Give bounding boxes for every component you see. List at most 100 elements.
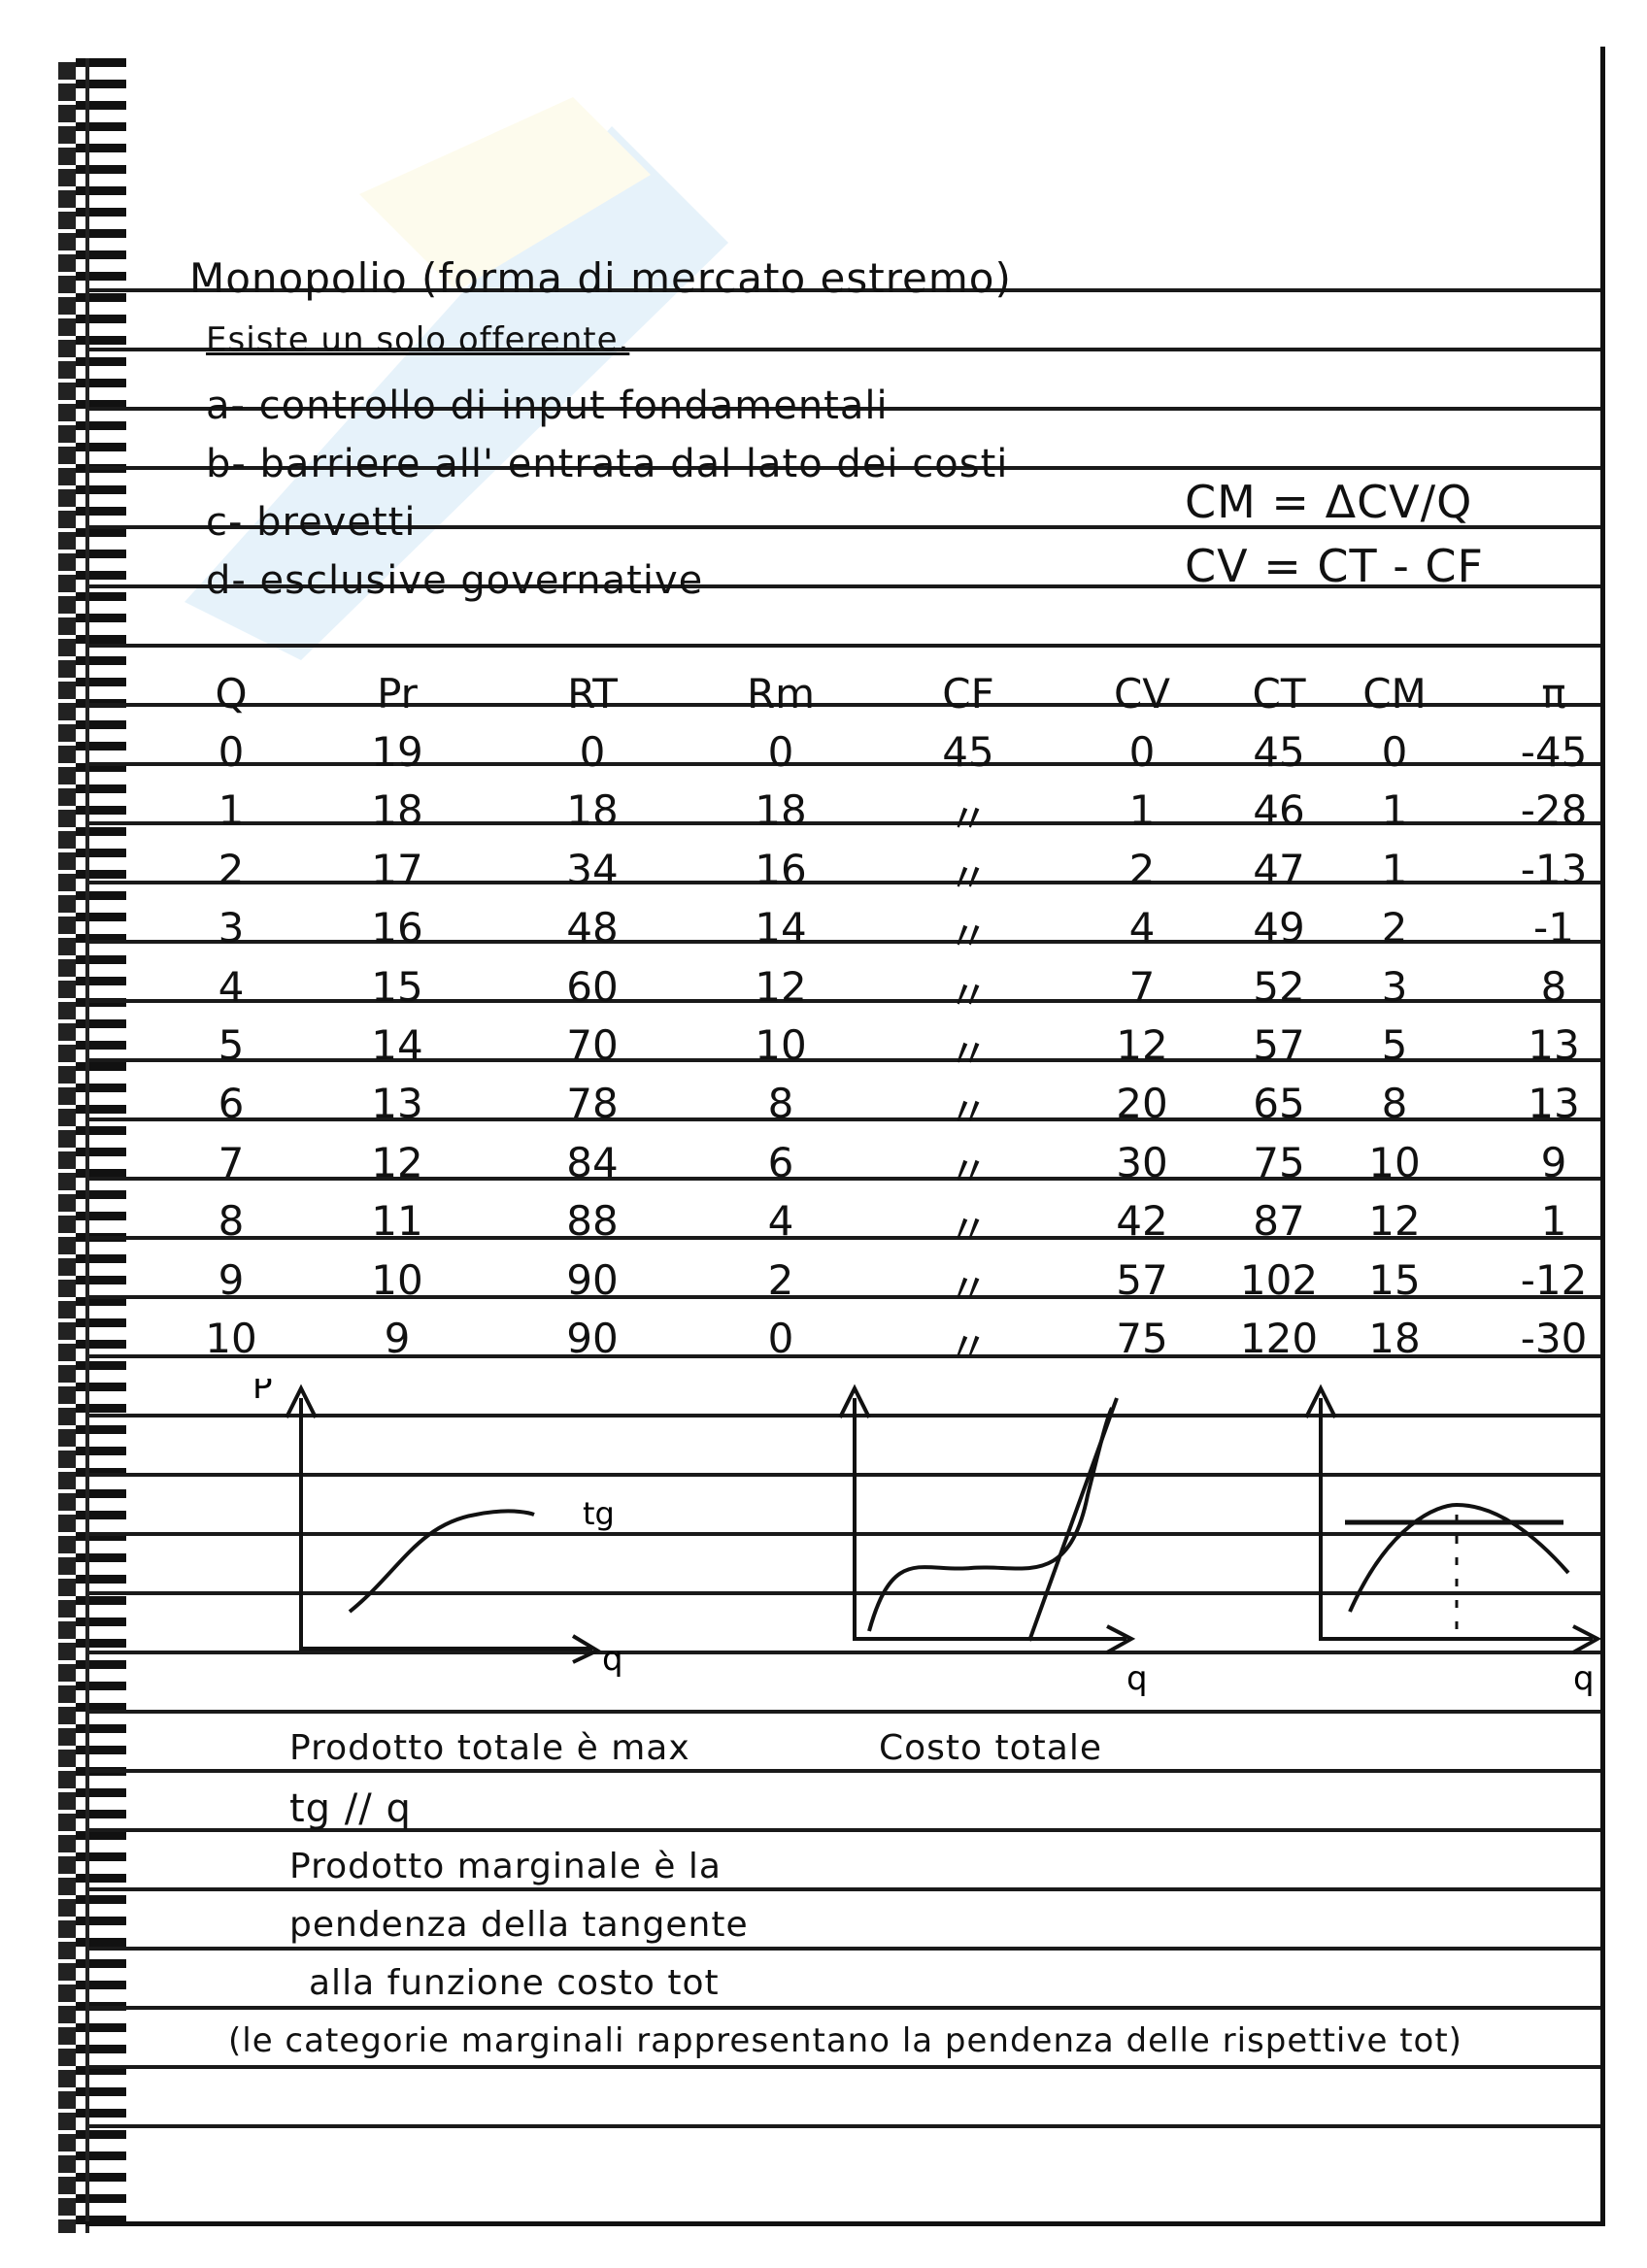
table-cell: 1 <box>1381 786 1408 835</box>
y-axis <box>838 1384 871 1641</box>
table-cell: 0 <box>767 1315 794 1362</box>
table-cell: 14 <box>371 1021 423 1069</box>
table-cell: 87 <box>1253 1197 1305 1246</box>
table-cell: 15 <box>1368 1255 1421 1304</box>
table-cell: 9 <box>218 1255 245 1304</box>
table-cell: 〃 <box>947 1206 990 1254</box>
table-cell: -28 <box>1520 786 1588 835</box>
table-cell: 0 <box>1128 728 1156 776</box>
table-cell: 49 <box>1253 904 1305 952</box>
table-cell: -1 <box>1533 904 1574 952</box>
table-cell: 0 <box>579 728 606 776</box>
table-cell: 42 <box>1116 1197 1168 1246</box>
column-header: Pr <box>377 670 418 717</box>
table-cell: 75 <box>1116 1315 1168 1362</box>
table-cell: 45 <box>1253 728 1305 776</box>
table-cell: 8 <box>767 1080 794 1128</box>
table-cell: 9 <box>384 1315 411 1362</box>
column-header: CV <box>1113 670 1171 717</box>
graph-total-cost: q <box>838 1384 1148 1698</box>
curve <box>1348 1502 1570 1613</box>
table-cell: 90 <box>566 1255 619 1304</box>
table-cell: 16 <box>371 904 423 952</box>
table-cell: 20 <box>1116 1080 1168 1128</box>
table-cell: 120 <box>1239 1315 1319 1362</box>
table-cell: -12 <box>1520 1255 1588 1304</box>
table-cell: 4 <box>1128 904 1156 952</box>
table-cell: 〃 <box>947 1323 990 1371</box>
column-header: RT <box>567 670 618 717</box>
table-cell: 18 <box>755 786 807 835</box>
table-cell: 2 <box>1128 845 1156 893</box>
caption-total-product: Prodotto totale è max <box>289 1728 690 1768</box>
table-cell: 8 <box>218 1197 245 1246</box>
table-cell: 88 <box>566 1197 619 1246</box>
table-cell: 〃 <box>947 1264 990 1313</box>
table-cell: 45 <box>942 728 994 776</box>
x-axis <box>301 1634 602 1664</box>
table-cell: 14 <box>755 904 807 952</box>
table-cell: 9 <box>1540 1138 1567 1186</box>
x-axis <box>855 1624 1136 1654</box>
caption-total-cost: Costo totale <box>879 1728 1102 1768</box>
table-cell: 90 <box>566 1315 619 1362</box>
table-cell: 12 <box>371 1138 423 1186</box>
table-cell: 11 <box>371 1197 423 1246</box>
table-cell: 1 <box>1128 786 1156 835</box>
table-cell: 5 <box>1381 1021 1408 1069</box>
note-line: alla funzione costo tot <box>309 1963 720 2003</box>
table-cell: 10 <box>755 1021 807 1069</box>
x-axis <box>1321 1624 1602 1654</box>
table-cell: 7 <box>218 1138 245 1186</box>
table-cell: 2 <box>1381 904 1408 952</box>
note-line: pendenza della tangente <box>289 1905 749 1945</box>
table-cell: 8 <box>1381 1080 1408 1128</box>
table-cell: 13 <box>1528 1021 1580 1069</box>
table-cell: 75 <box>1253 1138 1305 1186</box>
column-header: CT <box>1252 670 1306 717</box>
table-cell: 102 <box>1239 1255 1319 1304</box>
cause-a: a- controllo di input fondamentali <box>206 384 889 428</box>
cost-curve <box>867 1407 1114 1632</box>
note-line: Prodotto marginale è la <box>289 1847 722 1886</box>
table-cell: 10 <box>371 1255 423 1304</box>
table-cell: 34 <box>566 845 619 893</box>
table-cell: 12 <box>755 962 807 1011</box>
table-cell: 84 <box>566 1138 619 1186</box>
y-axis <box>1304 1384 1337 1641</box>
table-cell: 60 <box>566 962 619 1011</box>
table-cell: 3 <box>218 904 245 952</box>
table-cell: 10 <box>205 1315 257 1362</box>
table-cell: 18 <box>566 786 619 835</box>
column-header: Q <box>215 670 248 717</box>
table-cell: 1 <box>1540 1197 1567 1246</box>
cause-d: d- esclusive governative <box>206 558 704 603</box>
formula-cv: CV = CT - CF <box>1185 540 1485 592</box>
table-cell: 17 <box>371 845 423 893</box>
column-header: CM <box>1362 670 1427 717</box>
column-header: Rm <box>746 670 816 717</box>
table-cell: 46 <box>1253 786 1305 835</box>
column-header: CF <box>942 670 994 717</box>
table-cell: 57 <box>1253 1021 1305 1069</box>
page-edge-bottom <box>85 2221 1605 2226</box>
table-cell: 〃 <box>947 1030 990 1078</box>
table-cell: 3 <box>1381 962 1408 1011</box>
table-cell: 30 <box>1116 1138 1168 1186</box>
table-cell: 13 <box>371 1080 423 1128</box>
table-cell: 〃 <box>947 913 990 961</box>
table-cell: 〃 <box>947 971 990 1019</box>
table-cell: 15 <box>371 962 423 1011</box>
formula-cm: CM = ΔCV/Q <box>1185 476 1473 528</box>
cause-b: b- barriere all' entrata dal lato dei co… <box>206 442 1009 486</box>
table-cell: 8 <box>1540 962 1567 1011</box>
table-cell: 12 <box>1368 1197 1421 1246</box>
subtitle: Esiste un solo offerente. <box>206 320 630 359</box>
table-cell: 5 <box>218 1021 245 1069</box>
table-cell: 4 <box>218 962 245 1011</box>
table-cell: 19 <box>371 728 423 776</box>
table-cell: 78 <box>566 1080 619 1128</box>
table-cell: 10 <box>1368 1138 1421 1186</box>
graph-maximum: q <box>1304 1384 1602 1698</box>
note-line: (le categorie marginali rappresentano la… <box>228 2021 1462 2060</box>
